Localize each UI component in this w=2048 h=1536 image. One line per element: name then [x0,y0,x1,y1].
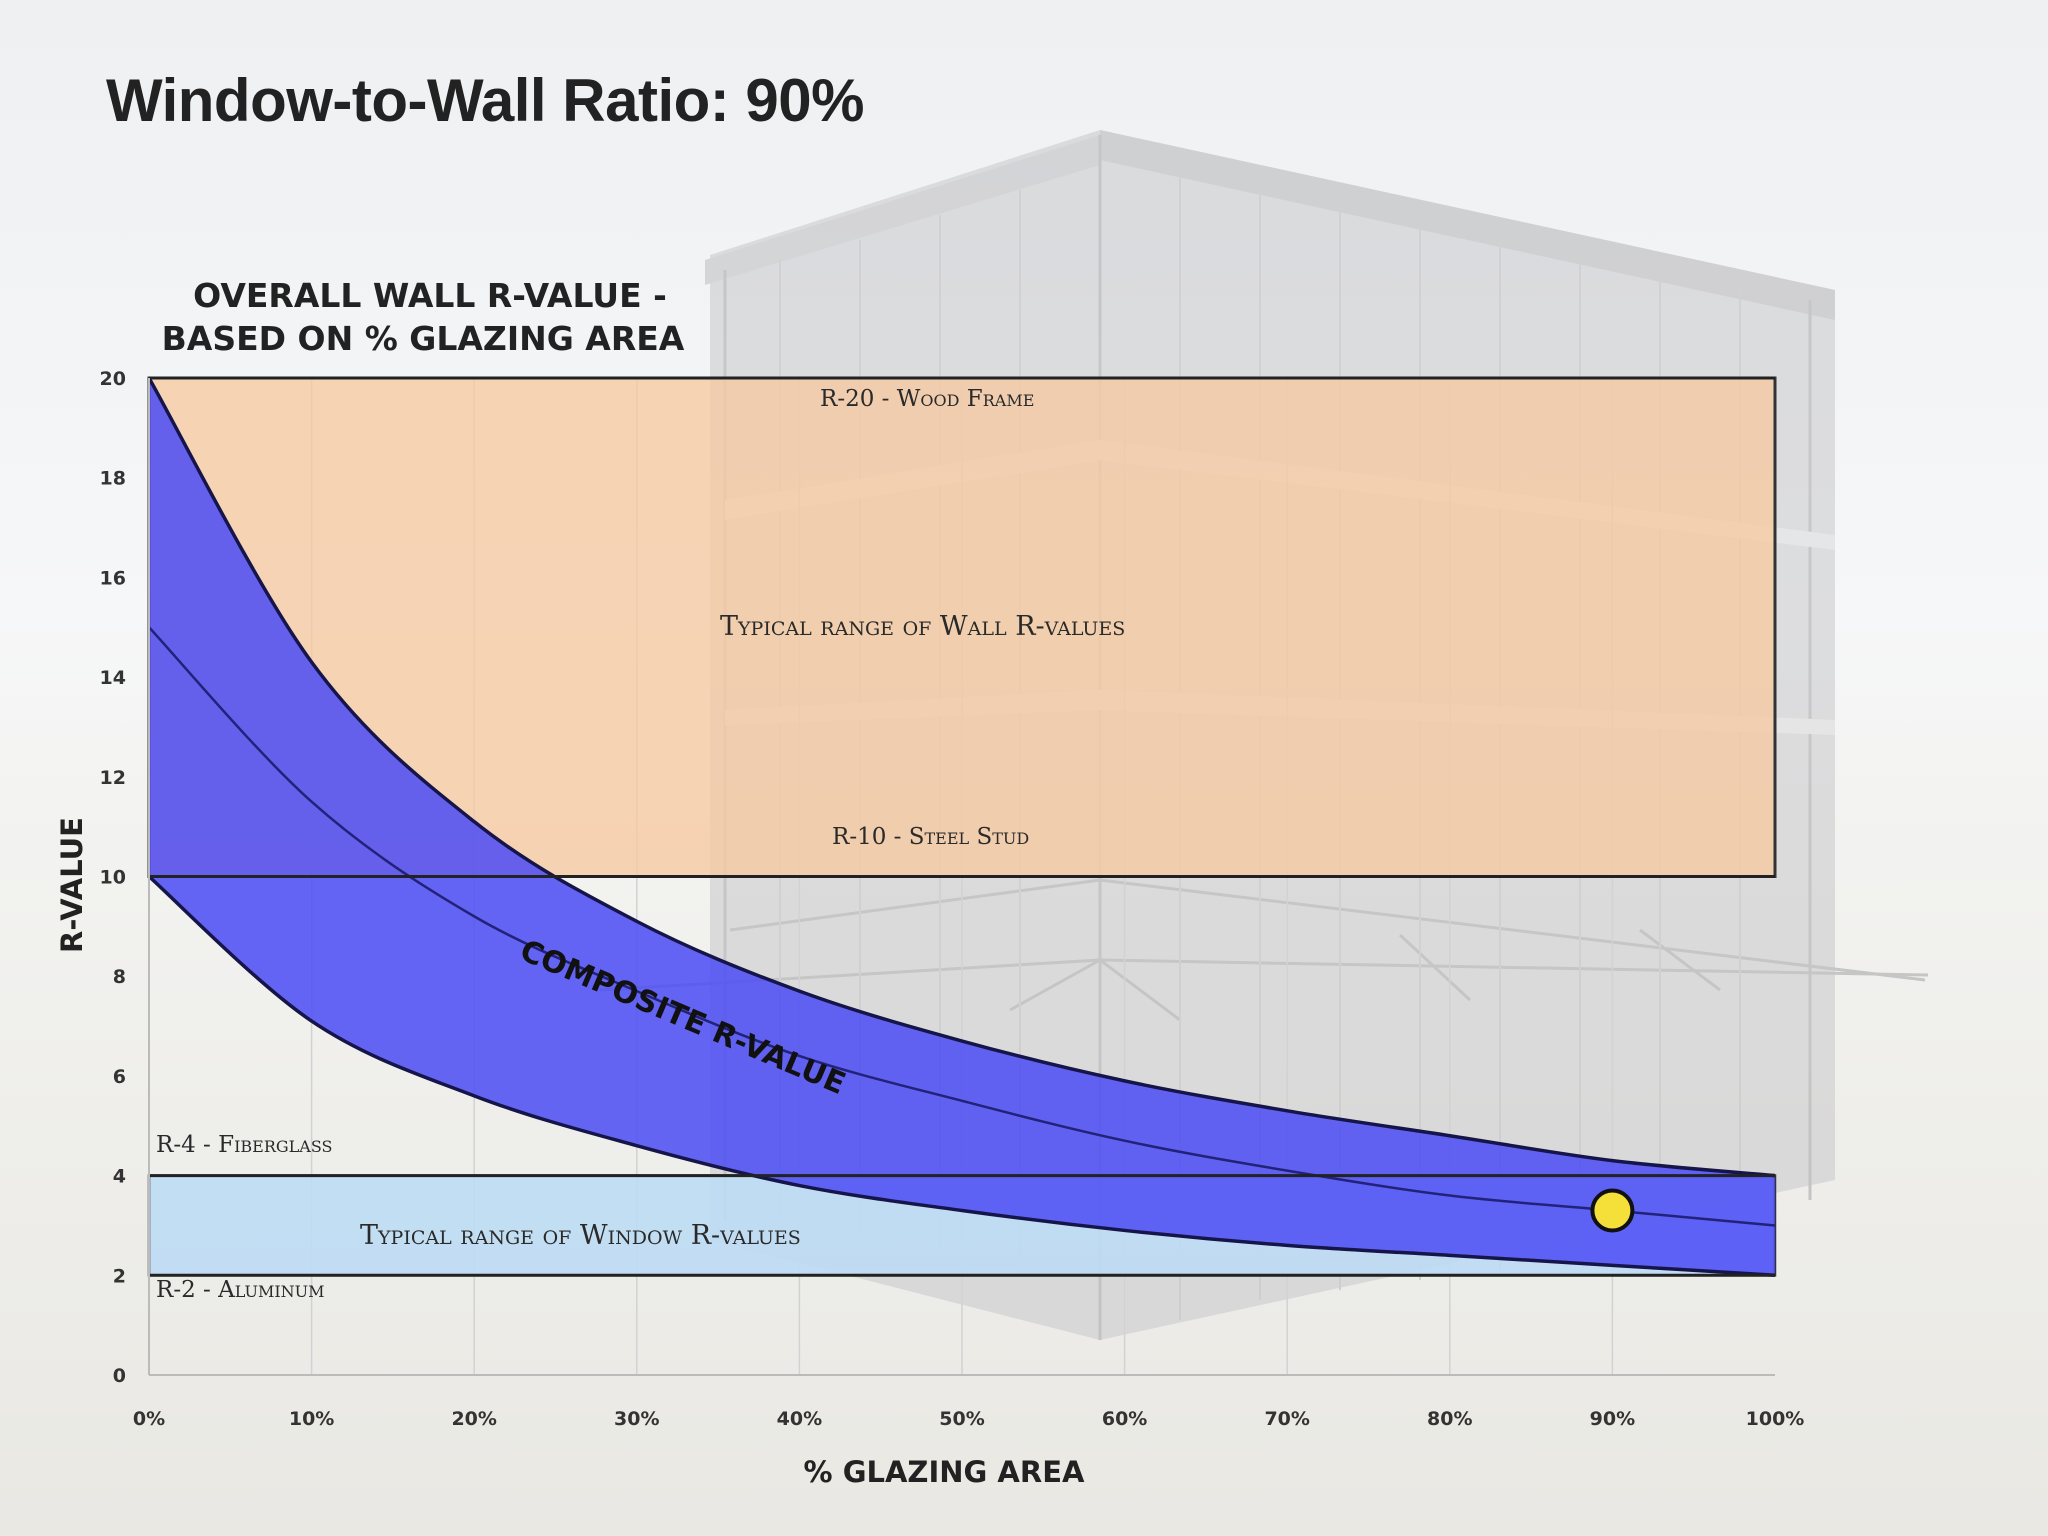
y-tick-label: 12 [100,767,126,789]
x-tick-label: 90% [1590,1408,1635,1430]
ref-label-steel-stud: R-10 - Steel Stud [832,824,1029,850]
x-axis-label: % GLAZING AREA [804,1455,1085,1489]
y-tick-label: 20 [100,368,126,390]
x-tick-label: 40% [777,1408,822,1430]
x-tick-label: 100% [1746,1408,1805,1430]
y-tick-label: 6 [113,1066,126,1088]
reference-lines [149,376,1775,1277]
composite-lower-line [147,875,1776,1278]
wall-range-label: Typical range of Wall R-values [720,611,1125,642]
chart-title-line-1: OVERALL WALL R-VALUE - [193,276,667,315]
y-tick-label: 14 [100,667,126,689]
x-tick-label: 60% [1102,1408,1147,1430]
y-axis-ticks: 0 2 4 6 8 10 12 14 16 18 20 [100,368,126,1387]
y-axis-label: R-VALUE [55,817,89,953]
y-tick-label: 10 [100,867,126,889]
y-tick-label: 2 [113,1265,126,1287]
composite-upper-line [147,377,1776,1178]
y-tick-label: 16 [100,567,126,589]
x-tick-label: 10% [289,1408,334,1430]
y-tick-label: 8 [113,966,126,988]
y-tick-label: 0 [113,1365,126,1387]
x-tick-label: 80% [1427,1408,1472,1430]
composite-middle-line [148,626,1776,1227]
window-range-label: Typical range of Window R-values [360,1220,801,1251]
composite-band-area [149,378,1775,1276]
chart-title-line-2: BASED ON % GLAZING AREA [162,319,685,358]
y-tick-label: 18 [100,468,126,490]
x-tick-label: 50% [939,1408,984,1430]
ref-label-fiberglass: R-4 - Fiberglass [156,1132,332,1158]
composite-r-value-band [147,377,1776,1278]
ref-label-wood-frame: R-20 - Wood Frame [820,386,1034,412]
ref-label-aluminum: R-2 - Aluminum [156,1277,325,1303]
chart-axes [148,378,1775,1376]
x-axis-ticks: 0% 10% 20% 30% 40% 50% 60% 70% 80% 90% 100% [133,1408,1804,1430]
x-tick-label: 70% [1264,1408,1309,1430]
x-tick-label: 20% [451,1408,496,1430]
current-ratio-marker [1590,1188,1635,1233]
x-tick-label: 30% [614,1408,659,1430]
y-tick-label: 4 [113,1166,126,1188]
slide-title: Window-to-Wall Ratio: 90% [106,67,865,134]
x-tick-label: 0% [133,1408,165,1430]
